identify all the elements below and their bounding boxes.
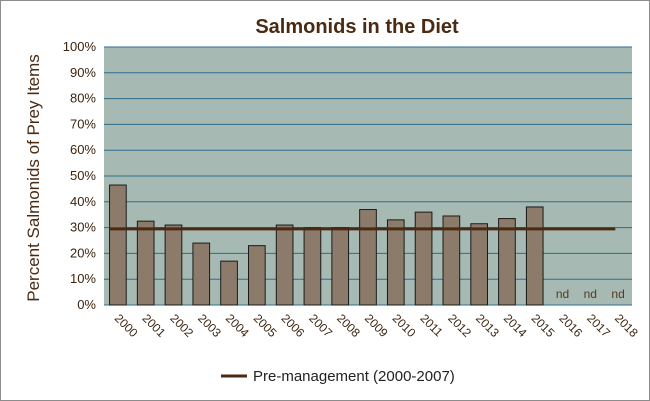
x-tick-label: 2006 [279, 311, 308, 340]
y-tick-label: 90% [70, 65, 96, 80]
x-tick-label: 2003 [195, 311, 224, 340]
no-data-label: nd [556, 287, 569, 301]
x-tick-label: 2015 [529, 311, 558, 340]
legend-label: Pre-management (2000-2007) [253, 368, 455, 385]
bar [303, 227, 322, 306]
x-tick-label: 2005 [251, 311, 280, 340]
x-tick-label: 2009 [362, 311, 391, 340]
y-tick-label: 70% [70, 116, 96, 131]
x-tick-label: 2001 [140, 311, 169, 340]
x-tick-label: 2002 [167, 311, 196, 340]
y-tick-label: 10% [70, 271, 96, 286]
x-tick-label: 2013 [473, 311, 502, 340]
bar [498, 218, 516, 306]
x-tick-label: 2012 [445, 311, 474, 340]
bar [109, 184, 127, 306]
y-tick-label: 60% [70, 142, 96, 157]
y-tick-label: 100% [63, 39, 97, 54]
x-tick-label: 2004 [223, 311, 252, 340]
bar [386, 219, 405, 306]
x-tick-label: 2010 [390, 311, 419, 340]
no-data-label: nd [611, 287, 624, 301]
x-tick-labels: 2000 2001 2002 2003 2004 2005 2006 2007 2008 2009… [112, 311, 641, 340]
x-tick-label: 2014 [501, 311, 530, 340]
no-data-labels: nd nd nd [556, 287, 625, 301]
y-axis-label: Percent Salmonids of Prey Items [24, 54, 43, 302]
x-tick-label: 2016 [556, 311, 585, 340]
bar [359, 209, 377, 306]
bar [192, 242, 211, 306]
legend: Pre-management (2000-2007) [221, 368, 455, 385]
bar [470, 223, 488, 306]
x-tick-label: 2018 [612, 311, 641, 340]
bar [442, 215, 461, 306]
bar [248, 245, 266, 306]
x-tick-label: 2000 [112, 311, 141, 340]
bar [525, 206, 544, 306]
bar [275, 224, 294, 306]
bar [164, 224, 183, 306]
x-tick-label: 2007 [306, 311, 335, 340]
no-data-label: nd [584, 287, 597, 301]
y-tick-label: 40% [70, 194, 96, 209]
bar [220, 260, 238, 306]
bar [136, 220, 155, 306]
y-tick-label: 20% [70, 245, 96, 260]
x-tick-label: 2011 [417, 311, 445, 339]
y-tick-label: 80% [70, 91, 96, 106]
x-tick-label: 2008 [334, 311, 363, 340]
x-tick-label: 2017 [584, 311, 613, 340]
bar [414, 211, 433, 306]
y-tick-label: 30% [70, 220, 96, 235]
bars [109, 184, 544, 306]
y-tick-label: 50% [70, 168, 96, 183]
chart-title: Salmonids in the Diet [255, 16, 459, 38]
y-tick-label: 0% [77, 297, 96, 312]
y-tick-labels: 0% 10% 20% 30% 40% 50% 60% 70% 80% 90% 100% [63, 39, 97, 312]
bar [331, 227, 350, 306]
